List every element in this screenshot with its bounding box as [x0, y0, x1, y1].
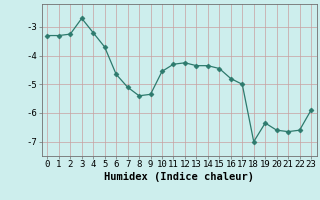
X-axis label: Humidex (Indice chaleur): Humidex (Indice chaleur)	[104, 172, 254, 182]
